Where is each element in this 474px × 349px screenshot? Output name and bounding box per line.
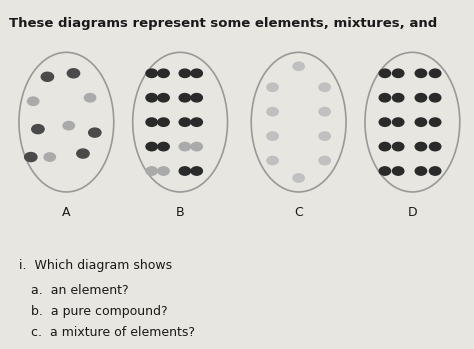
Text: B: B xyxy=(176,206,184,219)
Ellipse shape xyxy=(158,118,169,126)
Ellipse shape xyxy=(429,118,441,126)
Ellipse shape xyxy=(158,142,169,151)
Text: c.  a mixture of elements?: c. a mixture of elements? xyxy=(19,326,195,339)
Ellipse shape xyxy=(179,94,191,102)
Ellipse shape xyxy=(319,132,330,140)
Ellipse shape xyxy=(267,156,278,165)
Ellipse shape xyxy=(392,167,404,175)
Ellipse shape xyxy=(429,142,441,151)
Ellipse shape xyxy=(293,62,304,70)
Ellipse shape xyxy=(415,167,427,175)
Ellipse shape xyxy=(27,97,39,105)
Ellipse shape xyxy=(41,72,54,81)
Ellipse shape xyxy=(158,94,169,102)
Ellipse shape xyxy=(179,69,191,77)
Ellipse shape xyxy=(379,142,391,151)
Ellipse shape xyxy=(319,83,330,91)
Ellipse shape xyxy=(429,94,441,102)
Ellipse shape xyxy=(415,69,427,77)
Text: These diagrams represent some elements, mixtures, and: These diagrams represent some elements, … xyxy=(9,17,442,30)
Ellipse shape xyxy=(63,121,74,130)
Text: A: A xyxy=(62,206,71,219)
Ellipse shape xyxy=(415,94,427,102)
Ellipse shape xyxy=(429,69,441,77)
Ellipse shape xyxy=(89,128,101,137)
Ellipse shape xyxy=(379,69,391,77)
Text: C: C xyxy=(294,206,303,219)
Text: D: D xyxy=(408,206,417,219)
Ellipse shape xyxy=(379,94,391,102)
Ellipse shape xyxy=(429,167,441,175)
Ellipse shape xyxy=(146,167,157,175)
Ellipse shape xyxy=(415,142,427,151)
Ellipse shape xyxy=(392,118,404,126)
Ellipse shape xyxy=(415,118,427,126)
Ellipse shape xyxy=(32,125,44,134)
Ellipse shape xyxy=(146,142,157,151)
Ellipse shape xyxy=(44,153,55,161)
Ellipse shape xyxy=(67,69,80,78)
Ellipse shape xyxy=(191,69,202,77)
Ellipse shape xyxy=(191,94,202,102)
Ellipse shape xyxy=(179,167,191,175)
Ellipse shape xyxy=(319,156,330,165)
Ellipse shape xyxy=(293,174,304,182)
Ellipse shape xyxy=(379,167,391,175)
Ellipse shape xyxy=(179,118,191,126)
Ellipse shape xyxy=(267,83,278,91)
Ellipse shape xyxy=(267,132,278,140)
Ellipse shape xyxy=(179,142,191,151)
Ellipse shape xyxy=(158,69,169,77)
Ellipse shape xyxy=(392,94,404,102)
Ellipse shape xyxy=(146,69,157,77)
Ellipse shape xyxy=(146,118,157,126)
Ellipse shape xyxy=(77,149,89,158)
Ellipse shape xyxy=(25,153,37,162)
Ellipse shape xyxy=(146,94,157,102)
Ellipse shape xyxy=(267,107,278,116)
Ellipse shape xyxy=(158,167,169,175)
Ellipse shape xyxy=(392,142,404,151)
Ellipse shape xyxy=(191,167,202,175)
Text: i.  Which diagram shows: i. Which diagram shows xyxy=(19,259,172,272)
Ellipse shape xyxy=(191,142,202,151)
Ellipse shape xyxy=(84,94,96,102)
Text: b.  a pure compound?: b. a pure compound? xyxy=(19,305,168,318)
Ellipse shape xyxy=(379,118,391,126)
Ellipse shape xyxy=(319,107,330,116)
Ellipse shape xyxy=(191,118,202,126)
Ellipse shape xyxy=(392,69,404,77)
Text: a.  an element?: a. an element? xyxy=(19,284,128,297)
